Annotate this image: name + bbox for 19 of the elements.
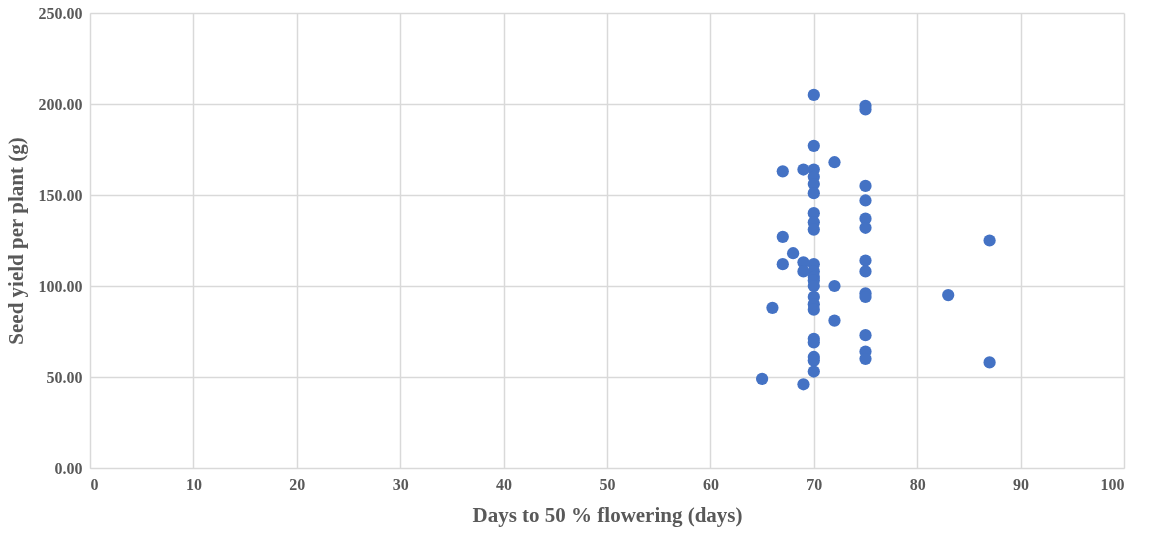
x-tick-label: 100 xyxy=(1100,475,1125,493)
x-tick-label: 0 xyxy=(90,475,99,493)
x-tick-label: 40 xyxy=(496,475,513,493)
x-tick-label: 90 xyxy=(1013,475,1030,493)
y-axis-title: Seed yield per plant (g) xyxy=(3,137,28,345)
y-tick-label: 150.00 xyxy=(38,186,83,204)
x-tick-label: 50 xyxy=(599,475,616,493)
y-tick-label: 100.00 xyxy=(38,277,83,295)
x-tick-label: 70 xyxy=(806,475,823,493)
y-tick-label: 0.00 xyxy=(54,459,83,477)
x-tick-label: 30 xyxy=(392,475,409,493)
y-tick-label: 50.00 xyxy=(46,368,83,386)
x-tick-label: 80 xyxy=(909,475,926,493)
x-tick-label: 60 xyxy=(702,475,719,493)
y-tick-label: 200.00 xyxy=(38,95,83,113)
x-tick-label: 10 xyxy=(185,475,202,493)
x-tick-label: 20 xyxy=(289,475,306,493)
x-axis-title: Days to 50 % flowering (days) xyxy=(472,502,743,527)
y-tick-label: 250.00 xyxy=(38,4,83,22)
